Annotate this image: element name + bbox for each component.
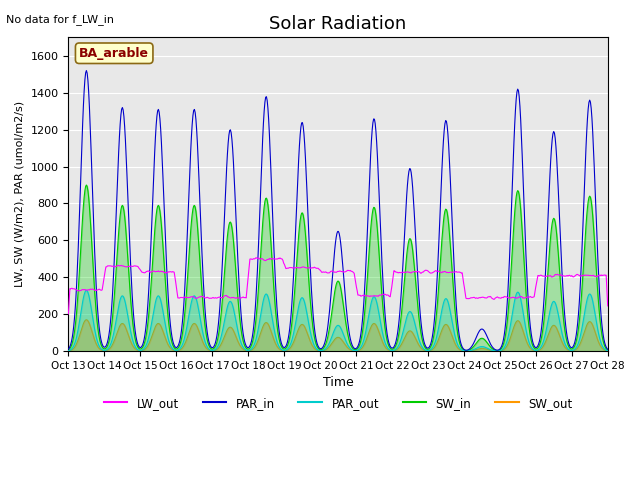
SW_out [186,330,193,336]
LW_out [252,255,260,261]
PAR_out [186,311,193,316]
Line: LW_out: LW_out [68,258,608,314]
LW_out [184,295,192,300]
SW_in [214,336,221,342]
PAR_out [404,311,412,316]
PAR_in [186,184,193,190]
Y-axis label: LW, SW (W/m2), PAR (umol/m2/s): LW, SW (W/m2), PAR (umol/m2/s) [15,101,25,288]
SW_out [83,317,90,323]
LW_out [74,288,82,294]
Title: Solar Radiation: Solar Radiation [269,15,406,33]
PAR_out [74,326,82,332]
PAR_in [404,174,412,180]
SW_out [74,337,82,343]
SW_out [404,329,412,335]
SW_out [604,348,612,354]
PAR_in [83,68,90,73]
PAR_in [604,347,612,352]
LW_out [420,268,428,274]
Text: No data for f_LW_in: No data for f_LW_in [6,14,115,25]
SW_in [420,342,428,348]
PAR_out [604,348,612,354]
SW_in [131,332,138,338]
SW_in [83,182,90,188]
Line: SW_out: SW_out [68,320,608,351]
PAR_out [214,344,221,349]
PAR_out [463,348,470,354]
LW_out [130,263,138,269]
SW_out [462,348,470,354]
Text: BA_arable: BA_arable [79,47,149,60]
Legend: LW_out, PAR_in, PAR_out, SW_in, SW_out: LW_out, PAR_in, PAR_out, SW_in, SW_out [99,392,577,414]
SW_out [214,346,221,352]
LW_out [213,295,221,301]
PAR_out [131,342,138,348]
PAR_out [65,348,72,354]
SW_in [65,347,72,353]
LW_out [65,311,72,317]
SW_in [404,241,412,247]
SW_in [604,347,612,353]
PAR_in [65,346,72,352]
SW_in [463,348,470,353]
X-axis label: Time: Time [323,376,353,389]
SW_out [131,345,138,351]
LW_out [404,269,412,275]
PAR_in [462,348,470,353]
PAR_in [74,247,82,253]
SW_in [186,250,193,255]
Line: SW_in: SW_in [68,185,608,350]
PAR_out [83,288,90,293]
SW_out [65,348,72,354]
Line: PAR_in: PAR_in [68,71,608,350]
Line: PAR_out: PAR_out [68,290,608,351]
PAR_in [420,338,428,344]
PAR_out [420,346,428,352]
PAR_in [214,327,221,333]
LW_out [604,303,612,309]
SW_out [420,347,428,353]
PAR_in [131,321,138,327]
SW_in [74,288,82,294]
